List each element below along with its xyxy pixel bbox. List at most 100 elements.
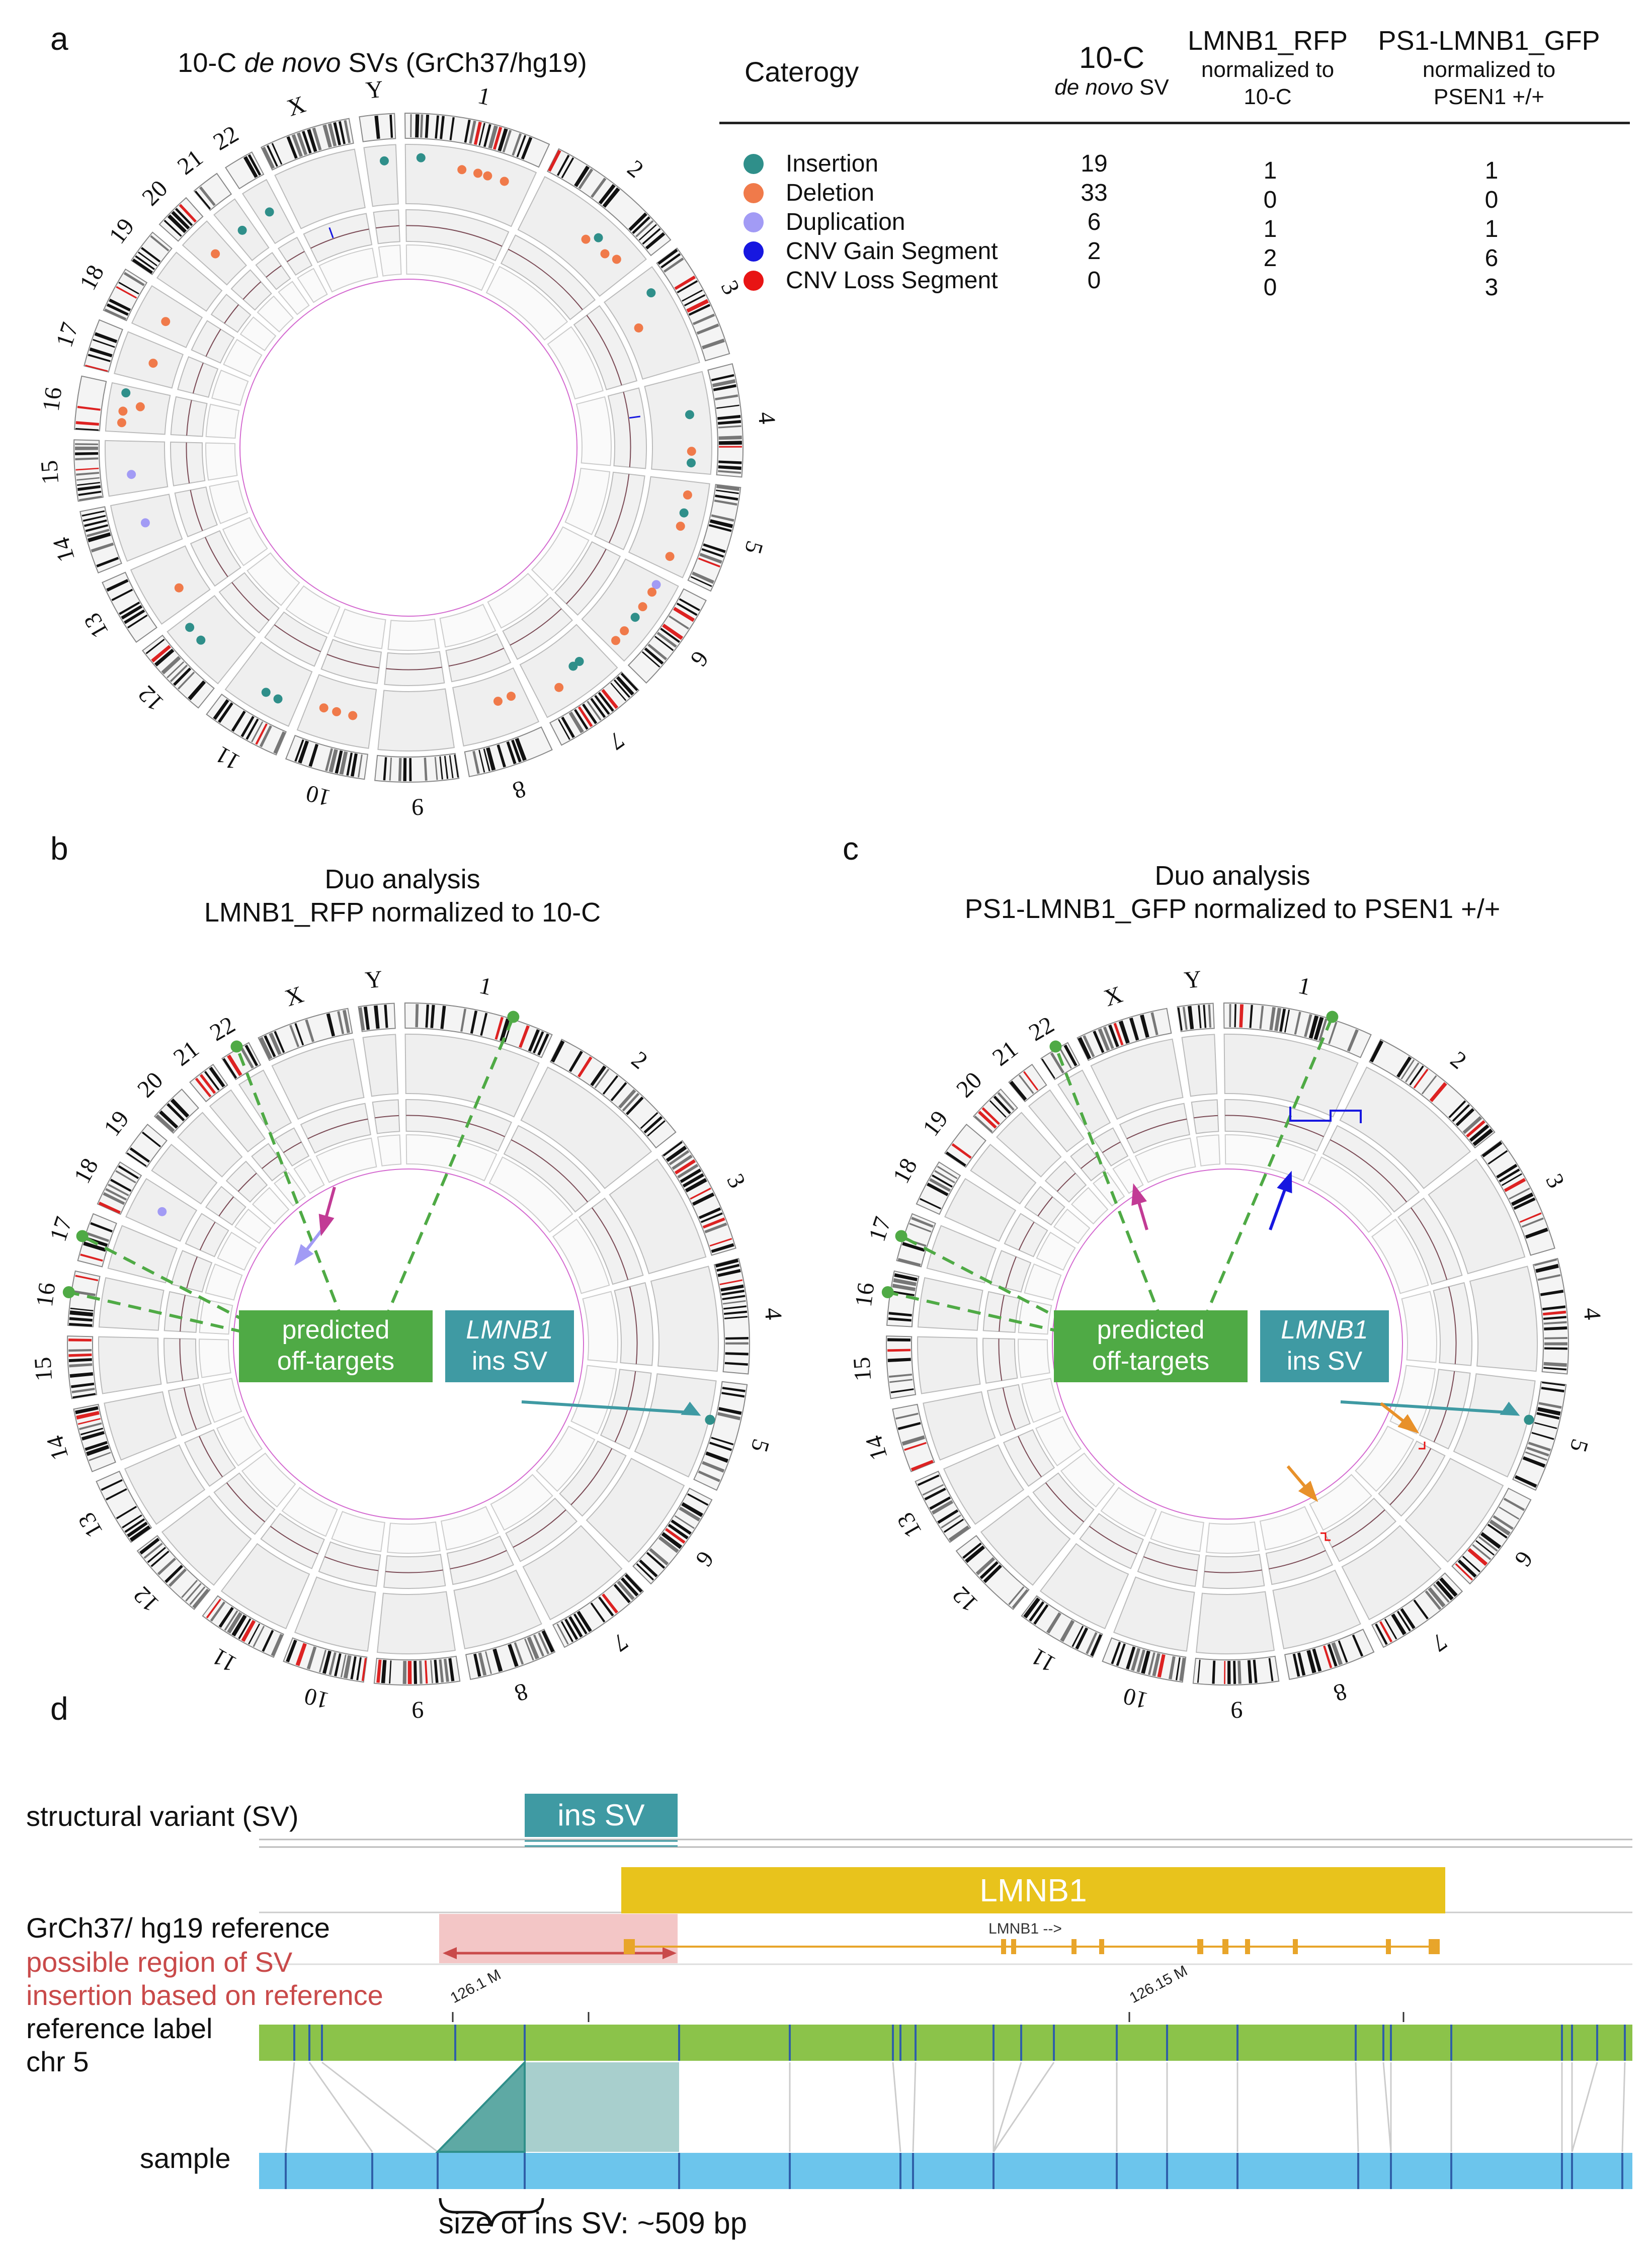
track-outer-chr-2: [1339, 1066, 1471, 1190]
cytoband: [173, 667, 192, 686]
cytoband: [686, 299, 709, 313]
table-cell: 33: [1081, 180, 1108, 206]
cnv-baseline-chr-1: [1225, 1115, 1324, 1137]
ideogram-chr-3: [1480, 1140, 1555, 1256]
cytoband: [1504, 1178, 1526, 1192]
cytoband: [715, 1259, 739, 1268]
cytoband: [206, 1599, 221, 1619]
cytoband: [649, 1548, 669, 1566]
chr-label-12: 12: [947, 1581, 983, 1617]
sv-point-deletion: [600, 249, 610, 259]
chr-label-9: 9: [411, 1696, 424, 1723]
track-inner-chr-19: [239, 316, 277, 352]
cytoband: [690, 1188, 711, 1200]
cytoband: [77, 1418, 101, 1425]
cytoband: [887, 1358, 911, 1363]
cytoband: [1448, 1100, 1466, 1119]
cytoband: [508, 1644, 519, 1667]
cytoband: [502, 130, 512, 153]
cytoband: [698, 557, 721, 568]
track-outer-chr-X: [1090, 1038, 1184, 1120]
cytoband: [616, 676, 634, 696]
cnv-baseline-chr-18: [199, 1221, 216, 1250]
cytoband: [551, 1040, 565, 1063]
cytoband: [470, 1010, 478, 1034]
cytoband: [560, 1621, 574, 1642]
cytoband: [717, 1269, 741, 1277]
cytoband: [150, 235, 170, 252]
cnv-arrow-head: [318, 1213, 335, 1236]
cytoband: [157, 1557, 177, 1575]
cytoband: [638, 224, 657, 241]
offtarget-line-chr-1: [1193, 1016, 1334, 1343]
track-outer-chr-9: [376, 1591, 456, 1654]
cnv-baseline-chr-19: [224, 304, 239, 324]
cnv-baseline-chr-17: [192, 362, 204, 394]
ins-arrow-line: [521, 1400, 694, 1414]
cnv-baseline-chr-13: [199, 1436, 223, 1477]
cytoband: [702, 1217, 725, 1229]
cytoband: [389, 114, 393, 138]
cytoband: [425, 114, 430, 138]
track-outer-chr-6: [1405, 1458, 1504, 1563]
track-inner-chr-11: [285, 585, 341, 635]
cytoband: [439, 756, 443, 780]
ideogram-chr-15: [886, 1335, 917, 1399]
cytoband: [1455, 1108, 1475, 1127]
cytoband: [240, 716, 255, 737]
sv-point-deletion: [647, 588, 657, 597]
offtarget-line-chr-16: [887, 1291, 1105, 1343]
cytoband: [714, 499, 737, 506]
cytoband: [1212, 1660, 1216, 1684]
cnv-baseline-chr-11: [1089, 1526, 1137, 1555]
chr-label-9: 9: [411, 793, 424, 820]
chr-label-15: 15: [848, 1356, 876, 1382]
track-inner-chr-10: [1150, 1511, 1204, 1552]
cytoband: [424, 758, 428, 781]
lmnb1-ins-sv-box-b: LMNB1 ins SV: [445, 1310, 574, 1382]
cytoband: [909, 1222, 932, 1233]
cytoband: [110, 1179, 132, 1192]
cytoband: [1141, 1650, 1150, 1674]
cytoband: [340, 1654, 347, 1678]
cytoband: [618, 1089, 636, 1109]
cytoband: [1008, 1586, 1025, 1606]
track-outer-chr-19: [156, 252, 223, 312]
cytoband: [224, 1610, 238, 1631]
sv-point-deletion: [500, 177, 509, 186]
cytoband: [598, 1596, 614, 1617]
cytoband: [430, 1660, 434, 1684]
sample-label: sample: [140, 2142, 231, 2174]
track-mid-chr-10: [320, 639, 382, 685]
possible-region-arrow-left: [443, 1947, 457, 1959]
cytoband: [1421, 1075, 1437, 1095]
track-outer-chr-17: [114, 331, 184, 389]
legend-dot: [744, 183, 764, 203]
cytoband: [975, 1557, 996, 1575]
cytoband: [677, 280, 698, 294]
cytoband: [86, 1232, 110, 1242]
cytoband: [72, 1393, 96, 1399]
cytoband: [75, 428, 99, 431]
ideogram-chr-5: [1512, 1381, 1567, 1491]
cytoband: [262, 146, 275, 170]
cytoband: [414, 1660, 418, 1684]
cytoband: [1012, 1589, 1029, 1609]
cytoband: [904, 1442, 927, 1451]
cytoband: [574, 165, 590, 187]
cytoband: [271, 143, 283, 165]
track-inner-chr-21: [278, 281, 310, 315]
track-inner-chr-12: [1060, 1452, 1115, 1508]
track-outer-chr-10: [1113, 1576, 1195, 1652]
cnv-baseline-chr-10: [324, 1556, 379, 1571]
cytoband: [716, 484, 740, 491]
chr-label-Y: Y: [1183, 966, 1203, 994]
cytoband: [711, 1437, 734, 1446]
table-cell: 0: [1087, 267, 1101, 294]
cytoband: [485, 1651, 492, 1674]
sv-point-deletion: [687, 447, 696, 456]
chr-label-20: 20: [951, 1067, 987, 1103]
cytoband: [105, 1188, 127, 1201]
cytoband: [1475, 1540, 1495, 1556]
